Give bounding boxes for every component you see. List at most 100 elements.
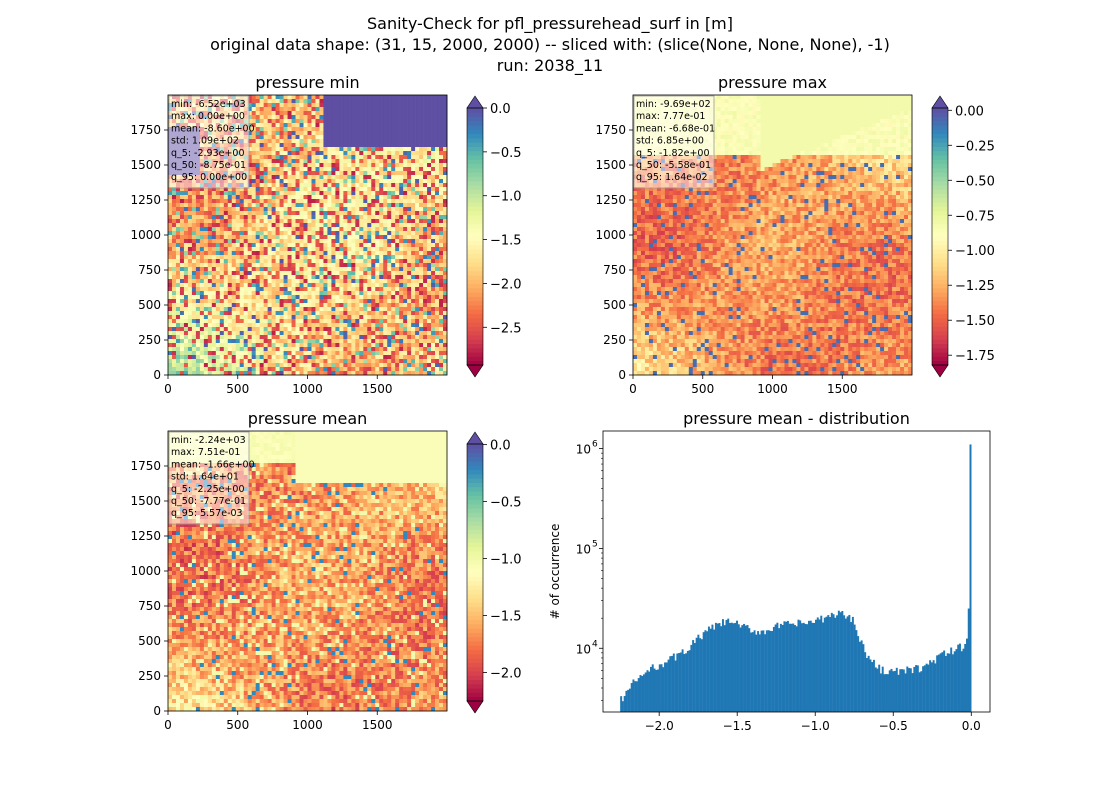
colorbar-tick-label: −1.25	[955, 279, 995, 294]
stats-line: q_95: 0.00e+00	[171, 172, 247, 183]
histogram-bar	[892, 671, 895, 712]
histogram-bar	[699, 638, 702, 712]
colorbar-tick-label: 0.0	[490, 102, 511, 117]
histogram-bar	[901, 669, 904, 712]
histogram-bar	[737, 624, 740, 712]
colorbar-segment	[467, 133, 483, 139]
histogram-bar	[909, 668, 912, 712]
histogram-bar	[625, 690, 628, 712]
histogram-bar	[711, 624, 714, 712]
histogram-bar	[723, 625, 726, 712]
histogram-bar	[944, 655, 947, 712]
histogram-bar	[772, 626, 775, 712]
histogram-bar	[911, 673, 914, 712]
colorbar-segment	[467, 116, 483, 122]
histogram-bar	[758, 634, 761, 712]
histogram-bar	[958, 643, 961, 712]
colorbar-segment	[467, 266, 483, 272]
histogram-bar	[727, 618, 730, 712]
histogram-bar	[957, 644, 960, 712]
colorbar-segment	[932, 232, 948, 237]
colorbar-segment	[467, 581, 483, 586]
colorbar-segment	[467, 245, 483, 250]
histogram-bar	[943, 650, 946, 712]
histogram-bar	[927, 664, 930, 712]
colorbar-segment	[932, 112, 948, 117]
histogram-bar	[874, 667, 877, 712]
histogram-bar	[739, 627, 742, 712]
x-tick-label: 0	[164, 382, 172, 396]
histogram-bar	[718, 623, 721, 712]
colorbar-segment	[467, 491, 483, 496]
colorbar-segment	[932, 356, 948, 362]
colorbar-segment	[932, 275, 948, 280]
panel-title: pressure min	[255, 73, 359, 92]
colorbar-segment	[467, 150, 483, 156]
stats-line: q_50: -7.77e-01	[171, 496, 246, 507]
colorbar-segment	[467, 176, 483, 182]
histogram-bar	[834, 617, 837, 712]
heatmap-panel-1: pressure min 0 500 1000 1500 0 250 500 750 1000 12…	[130, 73, 521, 396]
histogram-bar	[855, 630, 858, 712]
colorbar-segment	[467, 452, 483, 458]
colorbar-segment	[467, 508, 483, 513]
colorbar-tick-label: −1.5	[490, 234, 522, 249]
histogram-bar	[779, 623, 782, 712]
colorbar-segment	[932, 227, 948, 233]
colorbar-segment	[932, 309, 948, 314]
histogram-bar	[783, 621, 786, 712]
histogram-bar	[793, 624, 796, 712]
histogram-bar	[836, 615, 839, 712]
colorbar-segment	[932, 317, 948, 323]
stats-box	[168, 95, 250, 189]
histogram-bar	[902, 669, 905, 712]
histogram-bar	[697, 634, 700, 712]
colorbar-segment	[467, 671, 483, 676]
colorbar-tick-label: −0.5	[490, 496, 522, 511]
histogram-bar	[707, 626, 710, 712]
histogram-bar	[744, 625, 747, 712]
histogram-bar	[786, 620, 789, 712]
histogram-bar	[832, 614, 835, 712]
histogram-bar	[644, 672, 647, 712]
histogram-bar	[790, 623, 793, 712]
x-tick-label: 1000	[292, 718, 323, 732]
colorbar-segment	[467, 185, 483, 190]
histogram-bar	[692, 640, 695, 712]
heatmap-panel-2: pressure max 0 500 1000 1500 0 250 500 750 1000 12…	[595, 73, 994, 396]
histogram-bar	[795, 626, 798, 712]
stats-box	[633, 95, 715, 189]
colorbar-segment	[932, 266, 948, 272]
histogram-bar	[825, 616, 828, 712]
histogram-bar	[732, 623, 735, 712]
colorbar-segment	[467, 343, 483, 349]
colorbar-segment	[467, 296, 483, 302]
colorbar-segment	[467, 551, 483, 556]
histogram-bar	[806, 624, 809, 712]
histogram-bar	[679, 652, 682, 712]
y-tick-label: 750	[138, 263, 161, 277]
colorbar-segment	[467, 636, 483, 642]
y-tick-label: 750	[138, 599, 161, 613]
stats-line: q_95: 5.57e-03	[171, 508, 243, 519]
histogram-bar	[853, 624, 856, 712]
histogram-bar	[904, 673, 907, 712]
colorbar-segment	[932, 270, 948, 276]
colorbar-tick-label: −1.00	[955, 244, 995, 259]
colorbar-segment	[932, 176, 948, 182]
histogram-bar	[916, 665, 919, 712]
colorbar-segment	[467, 313, 483, 319]
histogram-bar	[730, 622, 733, 712]
y-tick-label: 500	[603, 298, 626, 312]
y-tick-label: 10	[576, 642, 591, 656]
y-tick-exponent: 6	[592, 440, 598, 450]
x-tick-label: 500	[226, 718, 249, 732]
stats-line: std: 1.09e+02	[171, 136, 239, 147]
histogram-bar	[693, 643, 696, 712]
colorbar-segment	[932, 240, 948, 246]
colorbar-segment	[932, 287, 948, 293]
colorbar-segment	[932, 292, 948, 297]
histogram-bar	[862, 644, 865, 712]
histogram-bar	[748, 628, 751, 712]
